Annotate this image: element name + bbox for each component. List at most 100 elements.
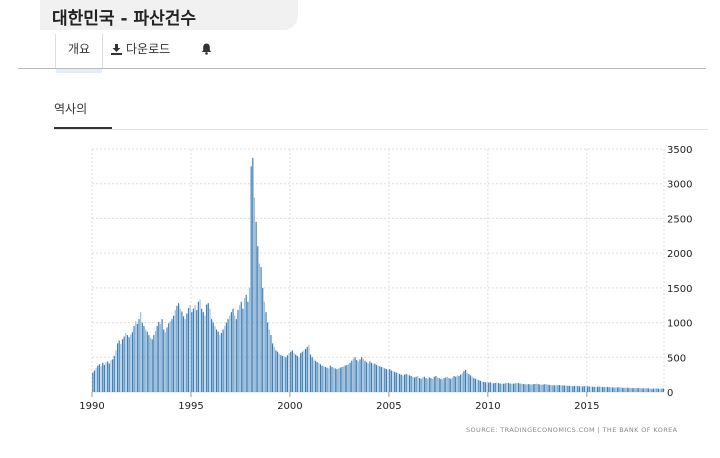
bar [410, 376, 412, 392]
tab-overview[interactable]: 개요 [55, 34, 103, 73]
bar [149, 337, 152, 392]
tab-alert[interactable] [201, 34, 221, 68]
bar [309, 354, 312, 392]
bar [285, 357, 287, 392]
bar [295, 354, 297, 392]
bar [555, 385, 557, 392]
y-tick-label: 2500 [667, 214, 692, 225]
bar [212, 322, 214, 392]
bar [361, 357, 363, 392]
bar [644, 388, 646, 392]
bar [239, 305, 241, 392]
bar [573, 386, 576, 392]
bar [379, 366, 381, 392]
bar [115, 350, 117, 392]
bar [524, 384, 526, 392]
bar [423, 376, 425, 392]
bar [151, 339, 153, 392]
bar [491, 382, 493, 392]
bar [463, 371, 465, 392]
bar [375, 364, 378, 392]
bar [135, 321, 137, 392]
bar [321, 365, 323, 392]
bar [643, 388, 645, 392]
bar [545, 384, 547, 392]
bar [610, 387, 612, 392]
bar [570, 386, 572, 392]
bar [415, 376, 417, 392]
bar [451, 377, 453, 392]
bar [615, 387, 617, 392]
title-bar-background [40, 0, 298, 30]
bar [370, 362, 373, 392]
bar [557, 385, 559, 392]
bar [384, 368, 386, 392]
y-tick-label: 3500 [667, 145, 692, 156]
bar [494, 382, 496, 392]
bar [522, 384, 524, 392]
bar [275, 350, 277, 392]
bar [654, 388, 656, 392]
tab-history[interactable]: 역사의 [54, 102, 88, 116]
bar [657, 388, 660, 392]
bar [159, 323, 162, 392]
bar [422, 377, 424, 392]
y-tick-label: 1000 [667, 319, 692, 330]
bar [441, 379, 444, 392]
bar [248, 287, 251, 392]
bar [473, 378, 475, 392]
tab-download[interactable]: 다운로드 [111, 34, 191, 68]
bar [535, 383, 538, 392]
bar [110, 360, 112, 392]
bar [506, 382, 508, 392]
bar [527, 384, 529, 392]
bar [107, 361, 109, 392]
bar [145, 329, 147, 392]
bar [483, 381, 485, 392]
bar [100, 366, 102, 392]
bar [130, 334, 132, 392]
bar [436, 377, 439, 392]
bar [206, 304, 208, 392]
bar [430, 378, 432, 392]
bar [252, 158, 254, 392]
section-divider [54, 129, 708, 130]
bar [582, 386, 584, 392]
bar [324, 367, 326, 392]
bar [399, 373, 401, 392]
bar [329, 365, 331, 392]
bar [458, 376, 460, 392]
bar [171, 319, 173, 392]
x-tick-label: 1995 [178, 401, 203, 412]
bar [328, 368, 330, 392]
bar [595, 386, 597, 392]
bar [280, 355, 282, 392]
bar [583, 386, 585, 392]
bar [143, 326, 145, 392]
bar [537, 384, 539, 392]
bar [342, 366, 345, 392]
bar [529, 384, 531, 392]
bar [102, 362, 104, 392]
bar [210, 319, 213, 392]
bar [366, 362, 368, 392]
bar [98, 364, 101, 392]
bar [588, 386, 590, 392]
bar [222, 329, 224, 392]
bar [301, 351, 303, 392]
bar [638, 387, 640, 392]
bar [432, 378, 434, 392]
chart-axes: 0 500 1000 1500 2000 2500 3000 3500 1990 1995 2000… [79, 145, 692, 412]
bar [278, 353, 280, 392]
bar [364, 360, 366, 392]
bar [291, 350, 293, 392]
y-tick-label: 500 [667, 353, 686, 364]
bar [209, 308, 211, 392]
bar [542, 384, 544, 392]
bar [659, 388, 661, 392]
bar [479, 380, 482, 392]
bar [387, 369, 389, 392]
bar [456, 375, 458, 392]
bar [575, 385, 577, 392]
bar [247, 301, 249, 392]
